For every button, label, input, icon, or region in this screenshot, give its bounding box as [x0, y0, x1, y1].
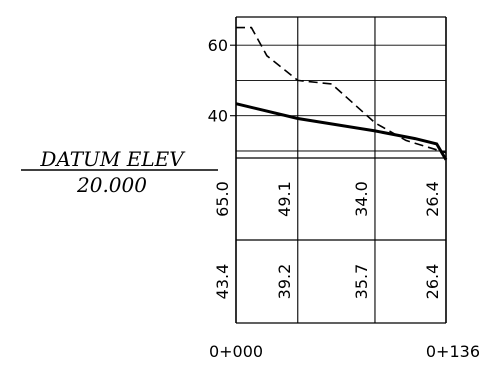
table-cell: 34.0 — [352, 181, 371, 217]
x-tick-label: 0+000 — [209, 342, 263, 361]
table-cell: 26.4 — [423, 181, 442, 217]
y-ticks: 40 60 — [208, 36, 236, 126]
series-line-dashed — [236, 26, 447, 154]
datum-value: 20.000 — [76, 173, 147, 197]
table-cell: 49.1 — [275, 181, 294, 217]
y-tick-label: 60 — [208, 36, 228, 55]
datum-label: DATUM ELEV — [39, 147, 186, 171]
x-ticks: 0+000 0+136 — [209, 342, 480, 361]
series-layer — [235, 26, 448, 161]
table-cell: 26.4 — [423, 264, 442, 300]
x-tick-label: 0+136 — [426, 342, 480, 361]
table-cell: 43.4 — [213, 264, 232, 300]
series-line-solid — [235, 102, 448, 161]
y-tick-label: 40 — [208, 107, 228, 126]
table-cell: 35.7 — [352, 264, 371, 300]
chart-frame — [235, 16, 447, 324]
table-cell: 39.2 — [275, 264, 294, 300]
table-cell: 65.0 — [213, 181, 232, 217]
data-table: 65.0 49.1 34.0 26.4 43.4 39.2 35.7 26.4 — [213, 181, 442, 299]
grid-lines — [236, 17, 446, 323]
